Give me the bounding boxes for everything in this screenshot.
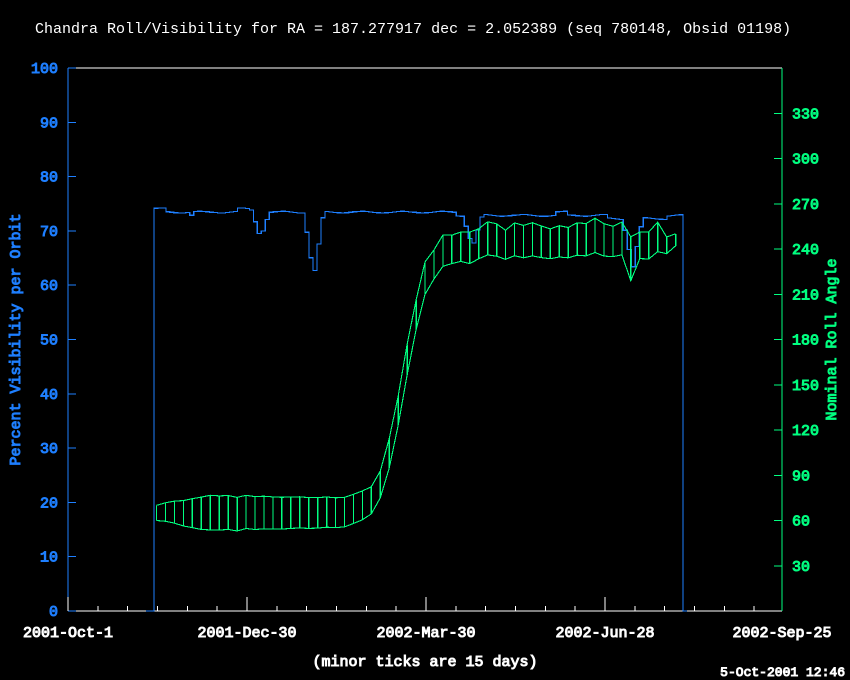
svg-text:70: 70 [40,224,58,241]
svg-text:90: 90 [40,115,58,132]
svg-text:30: 30 [40,441,58,458]
svg-text:100: 100 [31,61,58,78]
svg-text:60: 60 [792,514,810,531]
svg-text:180: 180 [792,333,819,350]
svg-text:80: 80 [40,170,58,187]
svg-text:10: 10 [40,550,58,567]
svg-text:30: 30 [792,559,810,576]
svg-text:210: 210 [792,287,819,304]
svg-text:2001-Oct-1: 2001-Oct-1 [23,625,113,642]
svg-text:0: 0 [49,604,58,621]
svg-text:120: 120 [792,423,819,440]
svg-text:240: 240 [792,242,819,259]
svg-text:150: 150 [792,378,819,395]
svg-text:2002-Sep-25: 2002-Sep-25 [732,625,831,642]
svg-text:5-Oct-2001 12:46: 5-Oct-2001 12:46 [720,665,845,680]
svg-text:90: 90 [792,468,810,485]
svg-text:20: 20 [40,495,58,512]
svg-text:2002-Jun-28: 2002-Jun-28 [555,625,654,642]
svg-text:Chandra Roll/Visibility for RA: Chandra Roll/Visibility for RA = 187.277… [35,21,791,38]
svg-text:2001-Dec-30: 2001-Dec-30 [197,625,296,642]
svg-text:300: 300 [792,152,819,169]
svg-text:2002-Mar-30: 2002-Mar-30 [376,625,475,642]
svg-text:270: 270 [792,197,819,214]
svg-text:330: 330 [792,106,819,123]
svg-text:40: 40 [40,387,58,404]
svg-text:60: 60 [40,278,58,295]
svg-text:Percent Visibility per Orbit: Percent Visibility per Orbit [8,213,25,465]
svg-text:50: 50 [40,333,58,350]
svg-text:(minor ticks are 15 days): (minor ticks are 15 days) [312,654,537,671]
svg-text:Nominal Roll Angle: Nominal Roll Angle [824,258,841,420]
